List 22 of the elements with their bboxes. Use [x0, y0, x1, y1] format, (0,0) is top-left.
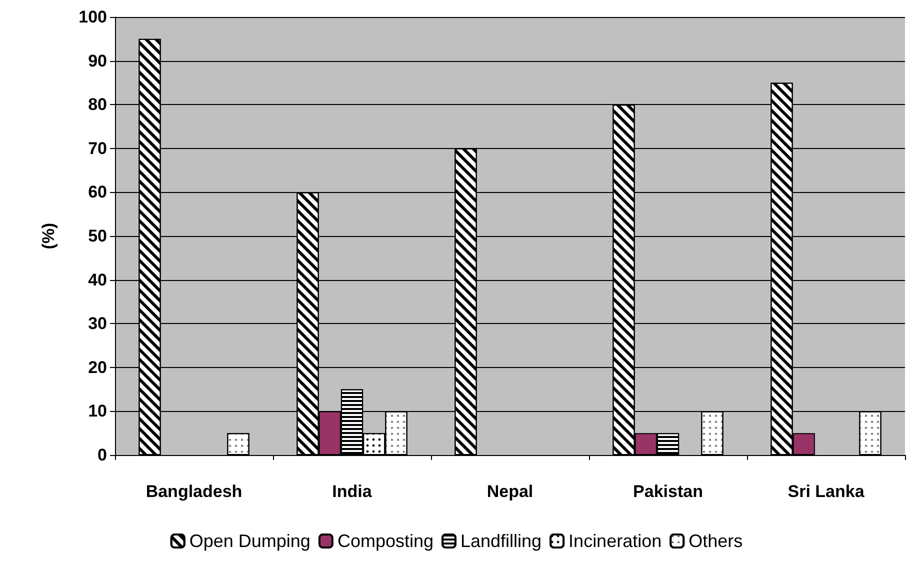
- y-tick-label: 100: [78, 8, 107, 26]
- y-tick-label: 60: [88, 182, 107, 202]
- x-tick-label: Sri Lanka: [788, 482, 865, 501]
- y-tick-label: 10: [88, 402, 107, 421]
- y-tick-label: 90: [88, 51, 107, 70]
- legend-label: Others: [688, 531, 743, 551]
- y-tick-label: 20: [88, 358, 107, 377]
- x-tick-label: Pakistan: [633, 482, 703, 501]
- legend-label: Open Dumping: [189, 531, 310, 551]
- y-tick-label: 30: [88, 314, 107, 334]
- legend-label: Composting: [337, 531, 434, 551]
- x-tick-label: India: [332, 482, 372, 501]
- x-tick-label: Nepal: [486, 482, 534, 501]
- y-tick-label: 70: [88, 138, 107, 158]
- legend-label: Landfilling: [460, 531, 542, 551]
- y-tick-label: 0: [98, 446, 107, 464]
- y-tick-label: 40: [88, 270, 107, 290]
- x-tick-label: Bangladesh: [146, 482, 242, 501]
- y-tick-label: 50: [88, 226, 107, 246]
- y-axis-title: (%): [39, 222, 58, 250]
- legend-label: Incineration: [568, 531, 662, 551]
- y-tick-label: 80: [88, 95, 107, 114]
